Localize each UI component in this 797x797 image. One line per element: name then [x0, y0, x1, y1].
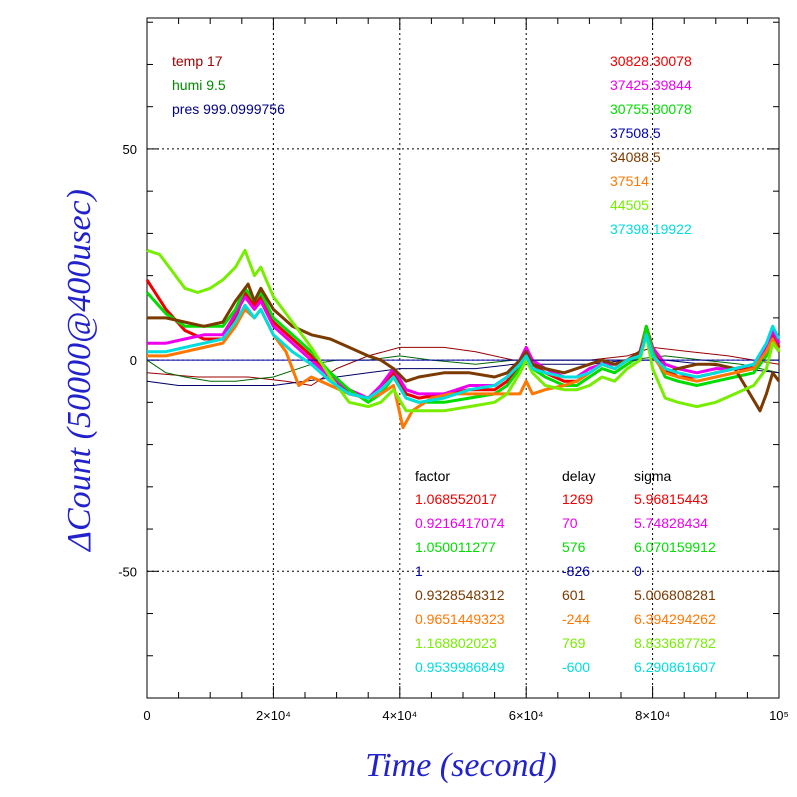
table-cell-factor: 1: [415, 563, 423, 579]
table-cell-sigma: 0: [634, 563, 642, 579]
thin-line: [146, 346, 780, 387]
environment-label: pres 999.0999756: [172, 101, 285, 117]
y-axis-title: ΔCount (50000@400usec): [61, 189, 98, 553]
table-cell-sigma: 6.394294262: [634, 611, 716, 627]
y-tick-label: 50: [123, 142, 137, 157]
legend-values: 30828.30078 37425.39844 30755.80078 37508.5…: [610, 53, 692, 237]
factor-table: factor delay sigma 1.068552017 1269 5.9681544…: [415, 468, 716, 675]
table-header-sigma: sigma: [634, 468, 672, 484]
x-tick-label: 6×10⁴: [509, 708, 544, 723]
legend-entry: 44505: [610, 197, 649, 213]
environment-annotations: temp 17 humi 9.5 pres 999.0999756: [172, 53, 285, 117]
table-cell-sigma: 5.96815443: [634, 491, 708, 507]
table-cell-factor: 1.168802023: [415, 635, 497, 651]
x-tick-label: 2×10⁴: [256, 708, 291, 723]
legend-entry: 37398.19922: [610, 221, 692, 237]
table-cell-factor: 1.050011277: [415, 539, 496, 555]
table-cell-factor: 0.9539986849: [415, 659, 505, 675]
table-cell-delay: 70: [562, 515, 578, 531]
table-cell-factor: 0.9651449323: [415, 611, 505, 627]
legend-entry: 37425.39844: [610, 77, 692, 93]
table-cell-delay: -600: [562, 659, 590, 675]
x-tick-label: 4×10⁴: [382, 708, 417, 723]
table-cell-sigma: 5.006808281: [634, 587, 716, 603]
table-cell-sigma: 6.070159912: [634, 539, 716, 555]
x-tick-label: 8×10⁴: [635, 708, 670, 723]
table-cell-delay: 576: [562, 539, 586, 555]
series-line: [147, 282, 781, 413]
legend-entry: 37514: [610, 173, 649, 189]
table-cell-delay: 769: [562, 635, 586, 651]
table-cell-sigma: 5.74828434: [634, 515, 708, 531]
environment-label: temp 17: [172, 53, 223, 69]
y-tick-label: 0: [130, 353, 137, 368]
table-header-factor: factor: [415, 468, 450, 484]
table-cell-factor: 0.9328548312: [415, 587, 505, 603]
table-cell-delay: -826: [562, 563, 590, 579]
table-cell-delay: 1269: [562, 491, 593, 507]
series-lines: [145, 248, 781, 430]
table-cell-sigma: 8.833687782: [634, 635, 716, 651]
table-cell-sigma: 6.290861607: [634, 659, 716, 675]
table-cell-delay: -244: [562, 611, 590, 627]
series-line: [147, 303, 781, 404]
legend-entry: 34088.5: [610, 149, 661, 165]
y-tick-label: -50: [118, 564, 137, 579]
table-header-delay: delay: [562, 468, 595, 484]
tick-labels: 0 2×10⁴ 4×10⁴ 6×10⁴ 8×10⁴ 10⁵ 50 0 -50: [118, 142, 789, 723]
legend-entry: 30755.80078: [610, 101, 692, 117]
legend-entry: 30828.30078: [610, 53, 692, 69]
table-cell-factor: 1.068552017: [415, 491, 497, 507]
x-tick-label: 10⁵: [769, 708, 789, 723]
legend-entry: 37508.5: [610, 125, 661, 141]
plot-area: [146, 17, 780, 699]
series-line: [146, 248, 781, 413]
x-tick-label: 0: [143, 708, 150, 723]
axis-ticks: [146, 18, 780, 698]
x-axis-title: Time (second): [365, 747, 557, 784]
table-cell-delay: 601: [562, 587, 586, 603]
environment-label: humi 9.5: [172, 77, 226, 93]
table-cell-factor: 0.9216417074: [415, 515, 505, 531]
